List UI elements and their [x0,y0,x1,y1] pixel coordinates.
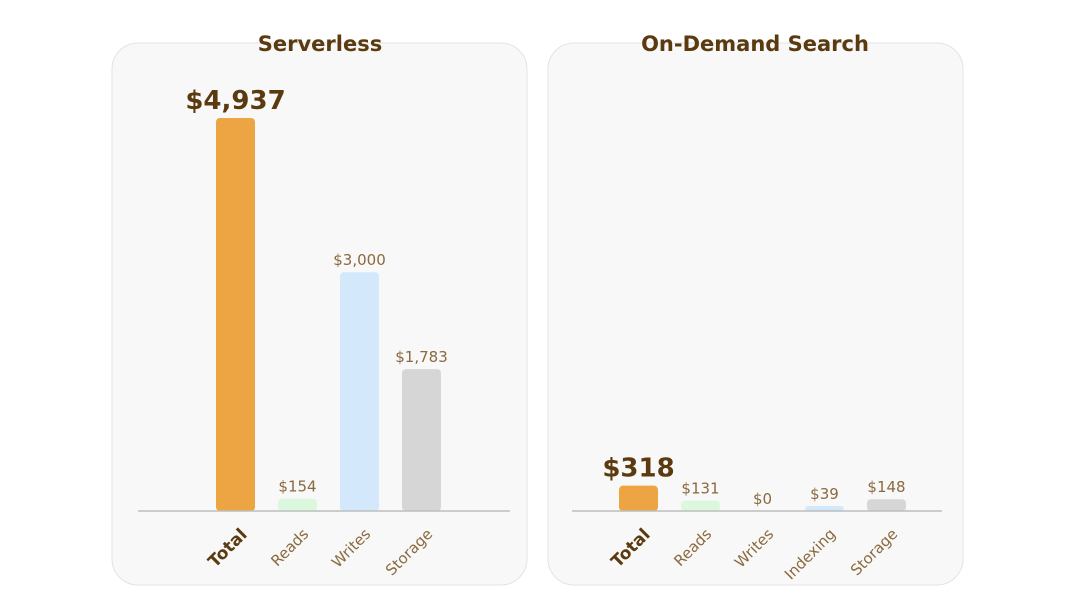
bar-reads [681,500,720,511]
panel-serverless: Serverless$4,937Total$154Reads$3,000Writ… [111,32,528,586]
panel-background [111,42,528,586]
value-label-writes: $0 [753,490,772,508]
panel-background [547,42,964,586]
bar-writes [340,272,379,511]
panel-on-demand-search: On-Demand Search$318Total$131Reads$0Writ… [547,32,964,586]
bar-indexing [805,506,844,511]
value-label-total: $4,937 [185,86,285,116]
value-label-indexing: $39 [810,485,839,503]
bar-storage [867,499,906,511]
bar-reads [278,498,317,511]
bar-storage [402,369,441,511]
panel-title: On-Demand Search [641,32,869,56]
panel-title: Serverless [258,32,382,56]
bar-total [216,118,255,511]
value-label-total: $318 [602,454,674,484]
value-label-reads: $154 [278,478,316,496]
value-label-storage: $148 [867,478,905,496]
value-label-reads: $131 [681,480,719,498]
bar-total [619,485,658,511]
value-label-storage: $1,783 [395,348,448,366]
value-label-writes: $3,000 [333,251,386,269]
